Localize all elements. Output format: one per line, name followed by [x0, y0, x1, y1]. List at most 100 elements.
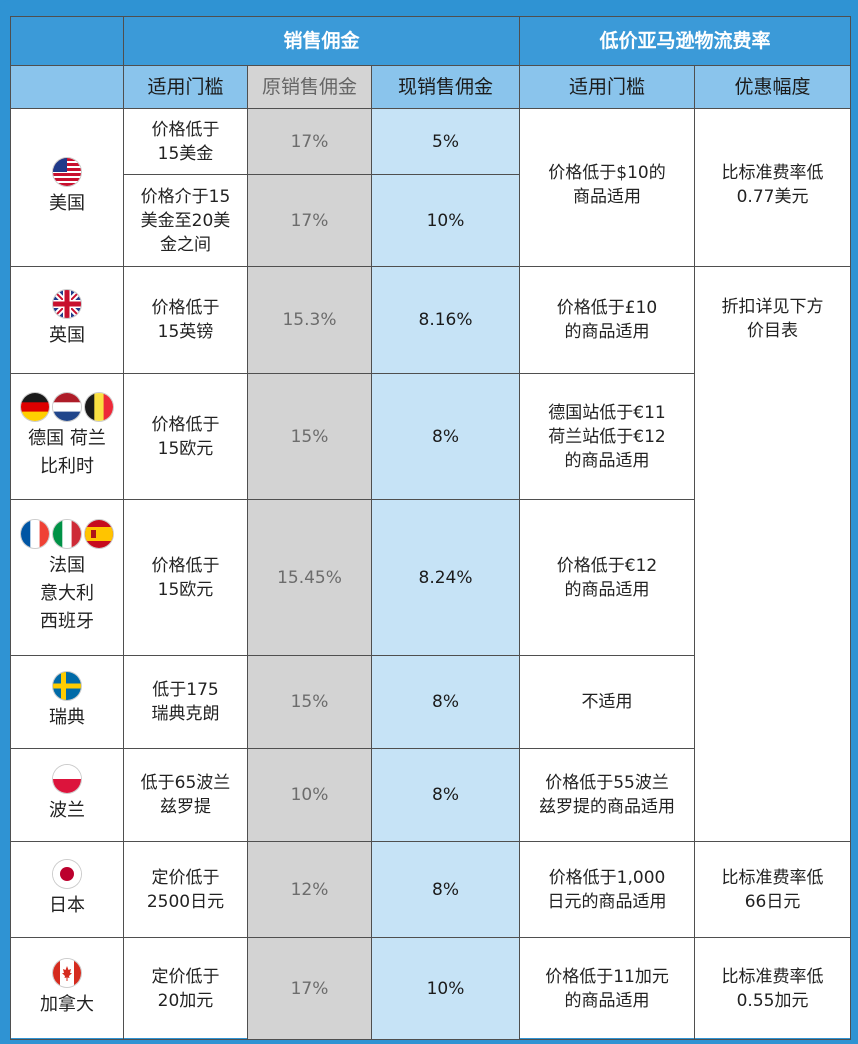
table-row-ca: 加拿大 定价低于 20加元 17% 10% 价格低于11加元 的商品适用 比标准… [10, 937, 852, 1040]
table-row-us-tier1: 美国 价格低于 15美金 17% 5% 价格低于$10的 商品适用 比标准费率低… [10, 108, 852, 267]
fba-line: 价格低于$10的 [548, 163, 666, 183]
commission-table: 销售佣金 低价亚马逊物流费率 适用门槛 原销售佣金 现销售佣金 适用门槛 优惠幅… [10, 16, 852, 1040]
fba-line: 价格低于1,000 [548, 867, 666, 888]
threshold-cell: 价格低于 15欧元 [123, 499, 248, 656]
country-name: 比利时 [40, 455, 94, 477]
country-name: 日本 [49, 894, 85, 916]
threshold-line: 定价低于 [151, 966, 220, 987]
country-name: 波兰 [49, 800, 85, 821]
current-commission: 8% [370, 748, 521, 842]
discount-line: 66日元 [744, 891, 801, 912]
country-name: 美国 [49, 192, 85, 214]
subheader-fba-threshold: 适用门槛 [519, 65, 696, 109]
table-row-de-nl-be: 德国 荷兰 比利时 价格低于 15欧元 15% 8% 德国站低于€11 荷兰站低… [10, 373, 851, 500]
japan-flag-icon [53, 859, 81, 888]
fba-line: 价格低于55波兰 [545, 773, 669, 793]
country-ca: 加拿大 [10, 937, 124, 1040]
threshold-line: 美金至20美 [140, 210, 231, 231]
discount-line: 比标准费率低 [721, 867, 824, 888]
subheader-original: 原销售佣金 [247, 65, 372, 109]
threshold-line: 价格低于 [151, 555, 220, 576]
threshold-cell: 低于65波兰 兹罗提 [123, 748, 248, 842]
country-uk: 英国 [10, 266, 124, 374]
original-commission: 15% [247, 655, 372, 749]
fba-line: 荷兰站低于€12 [548, 426, 666, 447]
spain-flag-icon [85, 519, 113, 548]
current-commission: 10% [370, 937, 521, 1040]
threshold-line: 价格低于 [151, 298, 220, 318]
threshold-line: 20加元 [157, 990, 214, 1011]
threshold-line: 低于65波兰 [140, 773, 231, 793]
country-se: 瑞典 [10, 655, 124, 749]
sweden-flag-icon [53, 672, 81, 700]
header-row-1: 销售佣金 低价亚马逊物流费率 [10, 16, 852, 66]
country-name: 瑞典 [49, 707, 85, 728]
threshold-line: 2500日元 [146, 891, 225, 912]
header-commission: 销售佣金 [122, 16, 521, 66]
discount-line: 比标准费率低 [721, 163, 824, 183]
france-flag-icon [21, 519, 49, 548]
threshold-line: 15欧元 [157, 438, 214, 459]
uk-flag-icon [53, 290, 81, 318]
fba-threshold-cell: 价格低于1,000 日元的商品适用 [519, 841, 696, 938]
original-commission: 15.3% [247, 266, 372, 374]
current-commission: 8% [370, 655, 521, 749]
original-commission: 17% [247, 937, 372, 1040]
country-de-nl-be: 德国 荷兰 比利时 [10, 373, 124, 500]
fba-line: 商品适用 [573, 187, 642, 207]
fba-threshold-cell: 价格低于$10的 商品适用 [519, 108, 696, 267]
original-commission: 12% [247, 841, 372, 938]
threshold-line: 15美金 [157, 143, 214, 164]
threshold-cell: 定价低于 20加元 [123, 937, 248, 1040]
table-row-fr-it-es: 法国 意大利 西班牙 价格低于 15欧元 15.45% 8.24% 价格低于€1… [10, 499, 851, 656]
table-row-pl: 波兰 低于65波兰 兹罗提 10% 8% 价格低于55波兰 兹罗提的商品适用 [10, 748, 851, 842]
current-commission: 8.24% [370, 499, 521, 656]
threshold-line: 定价低于 [151, 867, 220, 888]
subheader-current: 现销售佣金 [370, 65, 521, 109]
threshold-line: 低于175 [152, 680, 219, 700]
poland-flag-icon [53, 765, 81, 793]
threshold-line: 瑞典克朗 [151, 704, 220, 724]
fba-line: 价格低于£10 [556, 298, 658, 318]
discount-cell: 比标准费率低 66日元 [694, 841, 852, 938]
threshold-cell: 价格低于 15欧元 [123, 373, 248, 500]
threshold-line: 价格低于 [151, 414, 220, 435]
current-commission: 8.16% [370, 266, 521, 374]
discount-line: 比标准费率低 [721, 966, 824, 987]
country-fr-it-es: 法国 意大利 西班牙 [10, 499, 124, 656]
country-name: 加拿大 [40, 993, 94, 1015]
country-name: 英国 [49, 325, 85, 346]
commission-table-container: 销售佣金 低价亚马逊物流费率 适用门槛 原销售佣金 现销售佣金 适用门槛 优惠幅… [10, 16, 852, 1040]
original-commission: 17% [247, 108, 372, 175]
header-row-2: 适用门槛 原销售佣金 现销售佣金 适用门槛 优惠幅度 [10, 65, 852, 109]
discount-line: 0.55加元 [736, 990, 809, 1011]
fba-line: 的商品适用 [564, 990, 650, 1011]
fba-line: 的商品适用 [564, 450, 650, 471]
country-name: 西班牙 [40, 610, 94, 632]
italy-flag-icon [53, 519, 81, 548]
original-commission: 17% [247, 174, 372, 267]
table-row-se: 瑞典 低于175 瑞典克朗 15% 8% 不适用 [10, 655, 851, 749]
fba-threshold-cell: 价格低于£10 的商品适用 [519, 266, 696, 374]
country-name: 意大利 [40, 582, 94, 604]
header-fba: 低价亚马逊物流费率 [519, 16, 852, 66]
fba-line: 德国站低于€11 [548, 402, 666, 423]
country-name: 德国 荷兰 [28, 427, 106, 449]
threshold-line: 15欧元 [157, 579, 214, 600]
belgium-flag-icon [85, 392, 113, 421]
threshold-cell: 价格低于 15美金 [123, 108, 248, 175]
subheader-discount: 优惠幅度 [694, 65, 852, 109]
threshold-cell: 价格低于 15英镑 [123, 266, 248, 374]
discount-line: 0.77美元 [736, 187, 809, 207]
subheader-corner [10, 65, 124, 109]
current-commission: 10% [370, 174, 521, 267]
fba-threshold-cell: 价格低于11加元 的商品适用 [519, 937, 696, 1040]
threshold-cell: 定价低于 2500日元 [123, 841, 248, 938]
threshold-line: 价格介于15 [140, 186, 231, 207]
threshold-line: 兹罗提 [160, 797, 211, 817]
country-pl: 波兰 [10, 748, 124, 842]
discount-cell: 比标准费率低 0.55加元 [694, 937, 852, 1040]
fba-threshold-cell: 价格低于55波兰 兹罗提的商品适用 [519, 748, 696, 842]
canada-flag-icon [53, 958, 81, 987]
fba-line: 的商品适用 [564, 322, 650, 342]
